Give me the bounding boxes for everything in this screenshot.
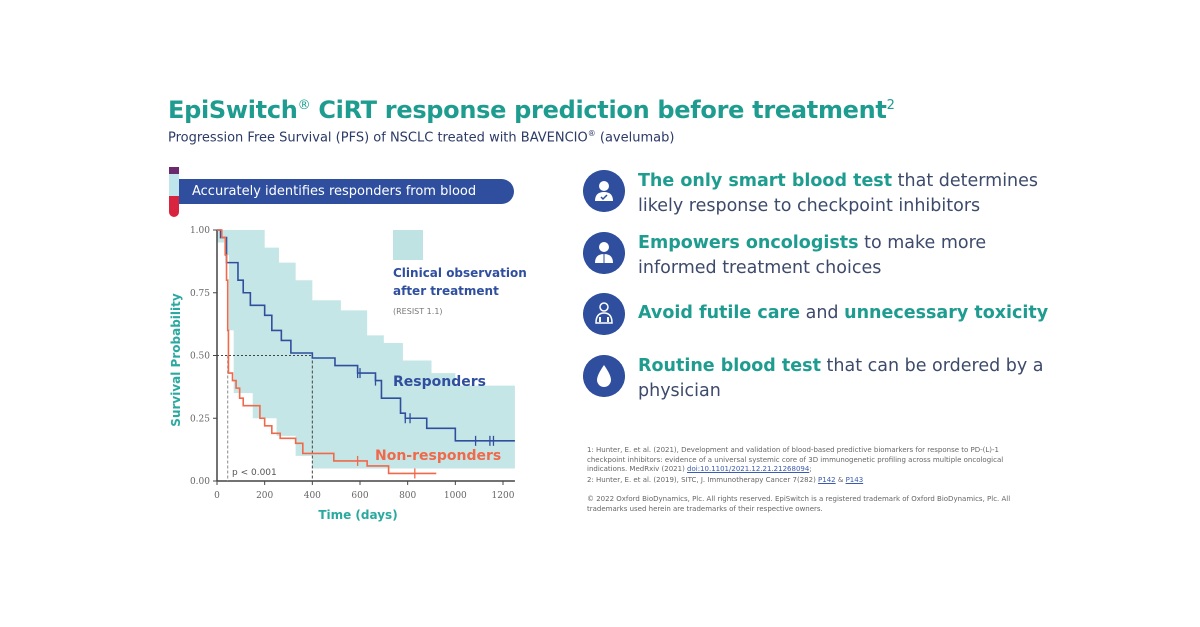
legend-band-swatch — [393, 230, 423, 260]
confidence-band — [217, 230, 515, 471]
copyright: © 2022 Oxford BioDynamics, Plc. All righ… — [587, 495, 1011, 513]
blood-drop-icon — [583, 355, 625, 397]
feature-body: that can be ordered by a physician — [638, 356, 1044, 401]
series-label-nonresponders: Non-responders — [375, 448, 501, 464]
series-label-responders: Responders — [393, 374, 486, 390]
references: 1: Hunter, E. et al. (2021), Development… — [587, 446, 1037, 515]
subtitle-rest: (avelumab) — [595, 130, 675, 146]
feature-body: to make more informed treatment choices — [638, 233, 987, 278]
feature-text: The only smart blood test that determine… — [638, 169, 1058, 219]
ref1-text: 1: Hunter, E. et al. (2021), Development… — [587, 446, 1004, 473]
oncologist-icon — [583, 232, 625, 274]
ref1-doi-link[interactable]: doi:10.1101/2021.12.21.21268094 — [687, 465, 810, 473]
ref2-text: 2: Hunter, E. et al. (2019), SITC, J. Im… — [587, 475, 819, 484]
x-axis-label: Time (days) — [318, 508, 397, 522]
x-tick-label: 0 — [214, 491, 220, 501]
legend-band-note: (RESIST 1.1) — [393, 307, 443, 316]
feature-highlight: Empowers oncologists — [638, 233, 859, 253]
p-value: p < 0.001 — [232, 468, 277, 478]
y-tick-label: 0.00 — [190, 477, 210, 487]
x-tick-label: 400 — [304, 491, 321, 501]
blood-tube-icon — [169, 167, 179, 217]
y-tick-label: 0.50 — [190, 352, 210, 362]
feature-highlight: The only smart blood test — [638, 171, 893, 191]
banner-label: Accurately identifies responders from bl… — [192, 184, 477, 199]
ref2-link-p143[interactable]: P143 — [845, 475, 864, 484]
title-rest: CiRT response prediction before treatmen… — [310, 96, 887, 124]
title-reg: ® — [297, 98, 311, 113]
feature-body: and — [800, 303, 845, 323]
ref1-end: ; — [809, 465, 812, 473]
km-chart: 0 200 400 600 800 1000 1200 0.00 0.25 0.50 0.75 1.0… — [169, 226, 527, 522]
legend-band-line2: after treatment — [393, 284, 499, 298]
lungs-person-icon — [583, 293, 625, 335]
feature-text: Routine blood test that can be ordered b… — [638, 354, 1058, 404]
feature-text: Empowers oncologists to make more inform… — [638, 231, 1058, 281]
y-tick-label: 0.25 — [190, 414, 210, 424]
x-tick-label: 200 — [256, 491, 273, 501]
nonresponders-curve — [217, 229, 437, 475]
feature-highlight: Routine blood test — [638, 356, 821, 376]
x-tick-label: 800 — [399, 491, 416, 501]
page-subtitle: Progression Free Survival (PFS) of NSCLC… — [168, 129, 674, 145]
responders-curve — [217, 229, 515, 442]
x-tick-label: 600 — [351, 491, 368, 501]
title-footnote: 2 — [886, 98, 895, 113]
page-title: EpiSwitch® CiRT response prediction befo… — [168, 96, 895, 124]
title-brand: EpiSwitch — [168, 96, 298, 124]
feature-body: that determines likely response to check… — [638, 171, 1039, 216]
subtitle-reg: ® — [587, 129, 596, 138]
legend-band-line1: Clinical observation — [393, 266, 527, 280]
subtitle-main: Progression Free Survival (PFS) of NSCLC… — [168, 130, 588, 146]
reference-1: 1: Hunter, E. et al. (2021), Development… — [587, 446, 1037, 475]
y-tick-label: 0.75 — [190, 289, 210, 299]
banner: Accurately identifies responders from bl… — [176, 179, 514, 204]
ref2-amp: & — [835, 475, 846, 484]
ref2-link-p142[interactable]: P142 — [818, 475, 836, 484]
x-tick-label: 1200 — [492, 491, 515, 501]
y-tick-label: 1.00 — [190, 226, 210, 236]
patient-check-icon — [583, 170, 625, 212]
feature-text: Avoid futile care and unnecessary toxici… — [638, 301, 1058, 326]
reference-2: 2: Hunter, E. et al. (2019), SITC, J. Im… — [587, 476, 1037, 486]
y-axis-label: Survival Probability — [169, 293, 183, 427]
x-tick-label: 1000 — [444, 491, 467, 501]
feature-highlight-2: unnecessary toxicity — [844, 303, 1049, 323]
feature-highlight: Avoid futile care — [638, 303, 801, 323]
